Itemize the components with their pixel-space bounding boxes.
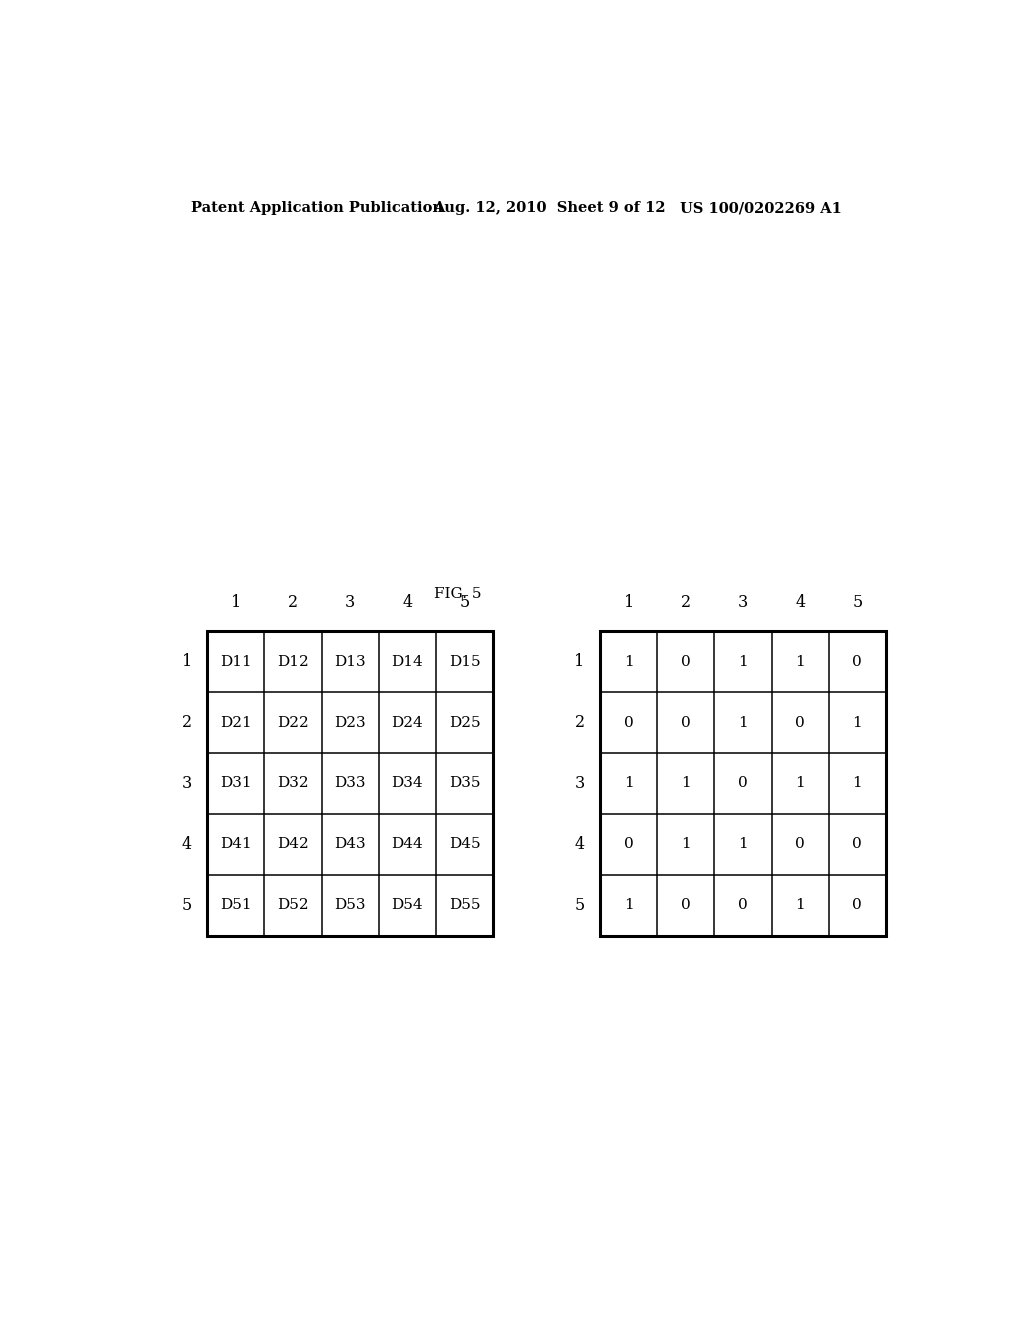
Text: 2: 2 xyxy=(181,714,191,731)
Text: 0: 0 xyxy=(796,715,805,730)
Text: 1: 1 xyxy=(796,655,805,668)
Text: 1: 1 xyxy=(181,653,191,671)
Text: 1: 1 xyxy=(852,776,862,791)
Text: D51: D51 xyxy=(220,899,252,912)
Text: 5: 5 xyxy=(181,898,191,913)
Text: D23: D23 xyxy=(335,715,366,730)
Text: D24: D24 xyxy=(391,715,423,730)
Text: 0: 0 xyxy=(681,899,691,912)
Text: D42: D42 xyxy=(278,837,309,851)
Text: 3: 3 xyxy=(574,775,585,792)
Text: FIG. 5: FIG. 5 xyxy=(433,586,481,601)
Text: D15: D15 xyxy=(449,655,480,668)
Text: D13: D13 xyxy=(335,655,366,668)
Text: D34: D34 xyxy=(391,776,423,791)
Bar xyxy=(207,631,494,936)
Text: 2: 2 xyxy=(681,594,691,611)
Text: D43: D43 xyxy=(335,837,366,851)
Text: 0: 0 xyxy=(852,655,862,668)
Text: 0: 0 xyxy=(852,899,862,912)
Text: D55: D55 xyxy=(449,899,480,912)
Text: D25: D25 xyxy=(449,715,480,730)
Text: D11: D11 xyxy=(220,655,252,668)
Text: 0: 0 xyxy=(738,776,748,791)
Text: US 100/0202269 A1: US 100/0202269 A1 xyxy=(680,201,842,215)
Text: 2: 2 xyxy=(574,714,585,731)
Text: 1: 1 xyxy=(624,776,634,791)
Text: 1: 1 xyxy=(681,776,691,791)
Text: 1: 1 xyxy=(624,655,634,668)
Text: 1: 1 xyxy=(230,594,241,611)
Text: 3: 3 xyxy=(345,594,355,611)
Text: D21: D21 xyxy=(220,715,252,730)
Text: 1: 1 xyxy=(738,837,748,851)
Text: 4: 4 xyxy=(402,594,413,611)
Text: 0: 0 xyxy=(624,837,634,851)
Text: 1: 1 xyxy=(852,715,862,730)
Text: Patent Application Publication: Patent Application Publication xyxy=(191,201,443,215)
Text: 0: 0 xyxy=(624,715,634,730)
Text: Aug. 12, 2010  Sheet 9 of 12: Aug. 12, 2010 Sheet 9 of 12 xyxy=(433,201,667,215)
Text: 1: 1 xyxy=(796,776,805,791)
Text: 3: 3 xyxy=(181,775,191,792)
Text: 1: 1 xyxy=(624,594,634,611)
Text: 0: 0 xyxy=(738,899,748,912)
Text: 0: 0 xyxy=(796,837,805,851)
Text: 1: 1 xyxy=(738,655,748,668)
Text: D22: D22 xyxy=(278,715,309,730)
Text: 1: 1 xyxy=(738,715,748,730)
Text: D52: D52 xyxy=(278,899,309,912)
Text: 1: 1 xyxy=(574,653,585,671)
Text: D31: D31 xyxy=(220,776,252,791)
Text: 1: 1 xyxy=(796,899,805,912)
Text: 3: 3 xyxy=(738,594,749,611)
Text: 5: 5 xyxy=(852,594,862,611)
Text: 1: 1 xyxy=(624,899,634,912)
Text: D45: D45 xyxy=(449,837,480,851)
Text: D53: D53 xyxy=(335,899,366,912)
Text: 0: 0 xyxy=(681,715,691,730)
Text: 4: 4 xyxy=(574,836,585,853)
Text: 0: 0 xyxy=(852,837,862,851)
Text: D33: D33 xyxy=(335,776,366,791)
Bar xyxy=(600,631,886,936)
Text: D12: D12 xyxy=(278,655,309,668)
Text: 5: 5 xyxy=(574,898,585,913)
Text: 0: 0 xyxy=(681,655,691,668)
Text: D54: D54 xyxy=(391,899,423,912)
Text: 1: 1 xyxy=(681,837,691,851)
Text: D41: D41 xyxy=(220,837,252,851)
Text: D44: D44 xyxy=(391,837,423,851)
Text: 4: 4 xyxy=(181,836,191,853)
Text: D32: D32 xyxy=(278,776,309,791)
Text: D35: D35 xyxy=(449,776,480,791)
Text: 5: 5 xyxy=(460,594,470,611)
Text: D14: D14 xyxy=(391,655,423,668)
Text: 2: 2 xyxy=(288,594,298,611)
Text: 4: 4 xyxy=(795,594,805,611)
